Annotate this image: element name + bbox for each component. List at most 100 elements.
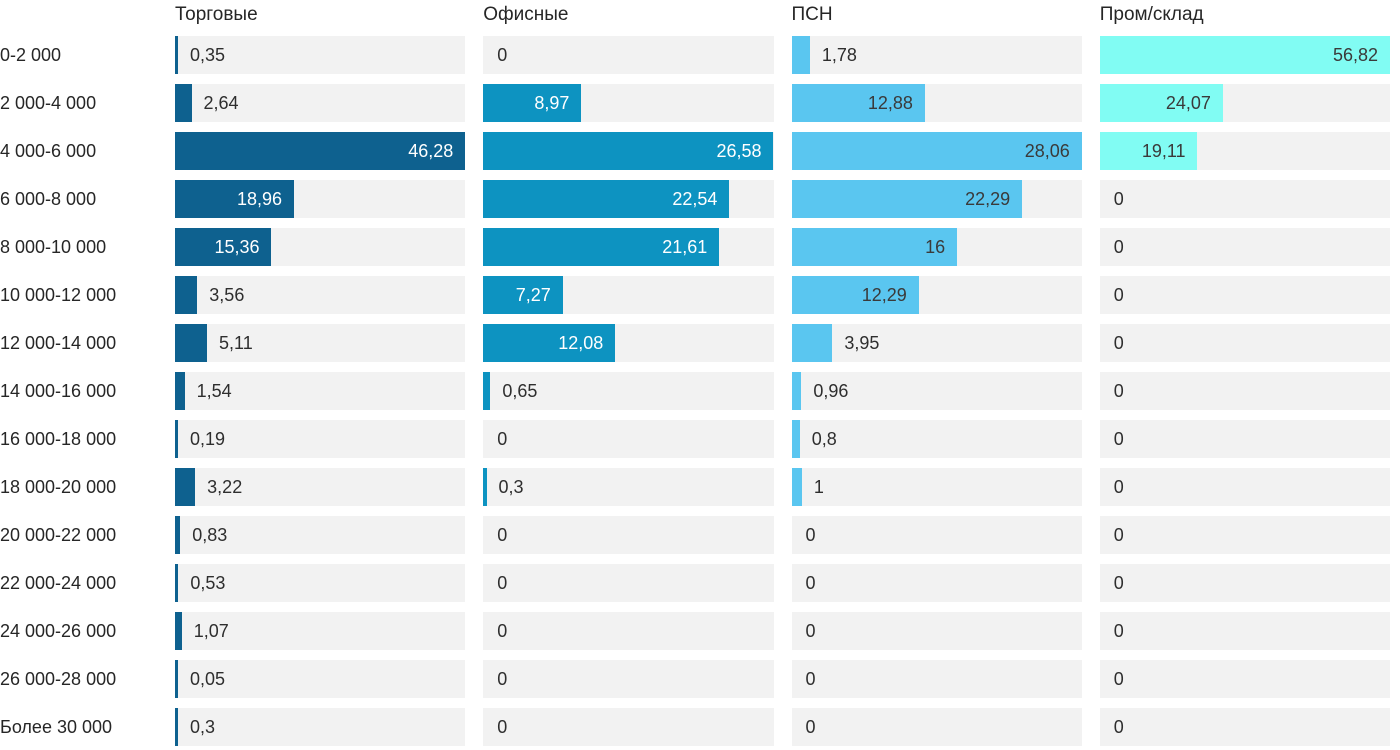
chart-row: 0-2 000 0,35 0 1,78 56,82 <box>0 36 1390 74</box>
bar-value: 8,97 <box>534 93 570 113</box>
bar-track: 0 <box>1099 324 1390 362</box>
bar-track: 12,29 <box>791 276 1082 314</box>
bar <box>791 228 957 266</box>
bar-track: 0,05 <box>175 660 466 698</box>
bar <box>175 36 178 74</box>
bar-value: 0 <box>805 669 816 689</box>
bar-value: 0 <box>497 45 508 65</box>
bar-value: 21,61 <box>662 237 708 257</box>
bar-track: 0 <box>1099 468 1390 506</box>
bar-track: 0,19 <box>175 420 466 458</box>
bar-value: 0 <box>497 621 508 641</box>
bar-track: 24,07 <box>1099 84 1390 122</box>
row-label: 2 000-4 000 <box>0 93 97 113</box>
bar-value: 0,35 <box>190 45 226 65</box>
bar-track: 7,27 <box>483 276 774 314</box>
bar-value: 0,8 <box>811 429 837 449</box>
bar-track: 1 <box>791 468 1082 506</box>
bar <box>483 276 563 314</box>
bar-track: 0,96 <box>791 372 1082 410</box>
bar-track: 1,54 <box>175 372 466 410</box>
bar-track: 0 <box>483 660 774 698</box>
row-label: Более 30 000 <box>0 717 113 737</box>
bar-track: 0 <box>483 564 774 602</box>
bar-value: 3,95 <box>844 333 880 353</box>
bar <box>791 420 800 458</box>
bar-track: 0 <box>1099 516 1390 554</box>
bar-value: 0 <box>1113 477 1124 497</box>
bar-track: 18,96 <box>175 180 466 218</box>
bar-value: 2,64 <box>203 93 239 113</box>
column-header-ofisnye: Офисные <box>483 4 569 25</box>
column-header-psn: ПСН <box>791 4 833 25</box>
bar-value: 0 <box>805 573 816 593</box>
bar <box>791 468 802 506</box>
bar-track: 0 <box>483 36 774 74</box>
row-label: 0-2 000 <box>0 45 62 65</box>
chart-row: 24 000-26 000 1,07 0 0 0 <box>0 612 1390 650</box>
bar <box>175 84 192 122</box>
bar-track: 0,83 <box>175 516 466 554</box>
chart-row: 18 000-20 000 3,22 0,3 1 0 <box>0 468 1390 506</box>
bar-track: 46,28 <box>175 132 466 170</box>
row-label: 4 000-6 000 <box>0 141 97 161</box>
bar-value: 1,54 <box>196 381 232 401</box>
bar-track: 16 <box>791 228 1082 266</box>
bar-value: 0 <box>497 525 508 545</box>
bar-track: 0 <box>791 516 1082 554</box>
bar <box>175 276 198 314</box>
bar-value: 16 <box>925 237 946 257</box>
bar <box>483 132 774 170</box>
chart-row: Более 30 000 0,3 0 0 0 <box>0 708 1390 746</box>
bar-value: 0 <box>1113 237 1124 257</box>
bar-track: 0 <box>1099 708 1390 746</box>
bar <box>483 468 487 506</box>
bar-value: 0 <box>1113 525 1124 545</box>
bar <box>175 372 185 410</box>
chart-row: 20 000-22 000 0,83 0 0 0 <box>0 516 1390 554</box>
bar <box>175 660 178 698</box>
bar-value: 0,05 <box>190 669 226 689</box>
bar-track: 3,56 <box>175 276 466 314</box>
bar-value: 56,82 <box>1332 45 1378 65</box>
chart-rows: 0-2 000 0,35 0 1,78 56,82 2 000-4 000 2,… <box>0 36 1390 746</box>
chart-row: 2 000-4 000 2,64 8,97 12,88 24,07 <box>0 84 1390 122</box>
bar-value: 7,27 <box>515 285 551 305</box>
bar <box>175 468 196 506</box>
bar-track: 0 <box>1099 180 1390 218</box>
bar-value: 12,29 <box>861 285 907 305</box>
row-label: 24 000-26 000 <box>0 621 117 641</box>
row-label: 12 000-14 000 <box>0 333 117 353</box>
bar-value: 0 <box>1113 285 1124 305</box>
bar-track: 0 <box>1099 660 1390 698</box>
bar-track: 12,08 <box>483 324 774 362</box>
column-headers: Торговые Офисные ПСН Пром/склад <box>0 4 1390 36</box>
bar-track: 15,36 <box>175 228 466 266</box>
row-label: 10 000-12 000 <box>0 285 117 305</box>
bar-track: 3,22 <box>175 468 466 506</box>
bar <box>483 84 582 122</box>
bar-value: 28,06 <box>1024 141 1070 161</box>
bar-value: 0 <box>497 573 508 593</box>
row-label: 22 000-24 000 <box>0 573 117 593</box>
bar-value: 0,65 <box>502 381 538 401</box>
bar <box>175 132 465 170</box>
bar-track: 0 <box>1099 276 1390 314</box>
chart-row: 12 000-14 000 5,11 12,08 3,95 0 <box>0 324 1390 362</box>
bar <box>1099 84 1223 122</box>
bar <box>175 228 272 266</box>
bar-value: 26,58 <box>716 141 762 161</box>
bar <box>791 180 1022 218</box>
bar-value: 0 <box>1113 189 1124 209</box>
bar-value: 0,3 <box>498 477 524 497</box>
bar-value: 0 <box>805 621 816 641</box>
bar-value: 5,11 <box>219 333 253 353</box>
bar <box>175 324 208 362</box>
bar-track: 3,95 <box>791 324 1082 362</box>
chart-row: 6 000-8 000 18,96 22,54 22,29 0 <box>0 180 1390 218</box>
chart-row: 14 000-16 000 1,54 0,65 0,96 0 <box>0 372 1390 410</box>
column-header-prom-sklad: Пром/склад <box>1099 4 1204 25</box>
bar-track: 0 <box>791 612 1082 650</box>
bar-value: 3,56 <box>209 285 245 305</box>
bar-track: 19,11 <box>1099 132 1390 170</box>
